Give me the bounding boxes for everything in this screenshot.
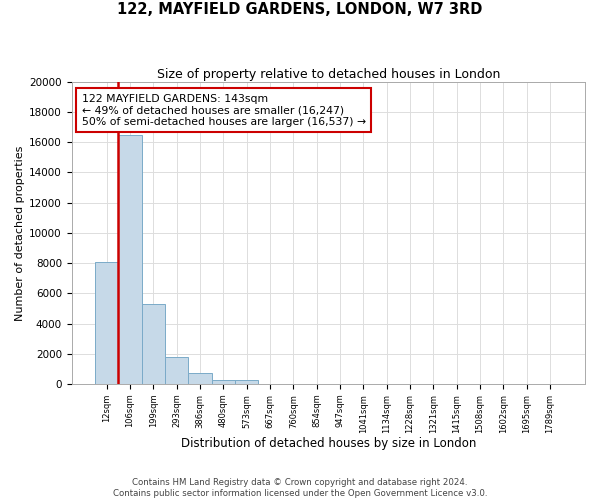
Bar (95, 262, 118, 384)
Bar (235, 380, 259, 384)
Bar (142, 304, 165, 384)
Text: Contains HM Land Registry data © Crown copyright and database right 2024.
Contai: Contains HM Land Registry data © Crown c… (113, 478, 487, 498)
Bar (118, 134, 142, 384)
Bar (165, 357, 188, 384)
Y-axis label: Number of detached properties: Number of detached properties (15, 145, 25, 320)
Bar (212, 380, 235, 384)
X-axis label: Distribution of detached houses by size in London: Distribution of detached houses by size … (181, 437, 476, 450)
Text: 122, MAYFIELD GARDENS, LONDON, W7 3RD: 122, MAYFIELD GARDENS, LONDON, W7 3RD (118, 2, 482, 18)
Bar (188, 372, 212, 384)
Text: 122 MAYFIELD GARDENS: 143sqm
← 49% of detached houses are smaller (16,247)
50% o: 122 MAYFIELD GARDENS: 143sqm ← 49% of de… (82, 94, 366, 127)
Title: Size of property relative to detached houses in London: Size of property relative to detached ho… (157, 68, 500, 80)
